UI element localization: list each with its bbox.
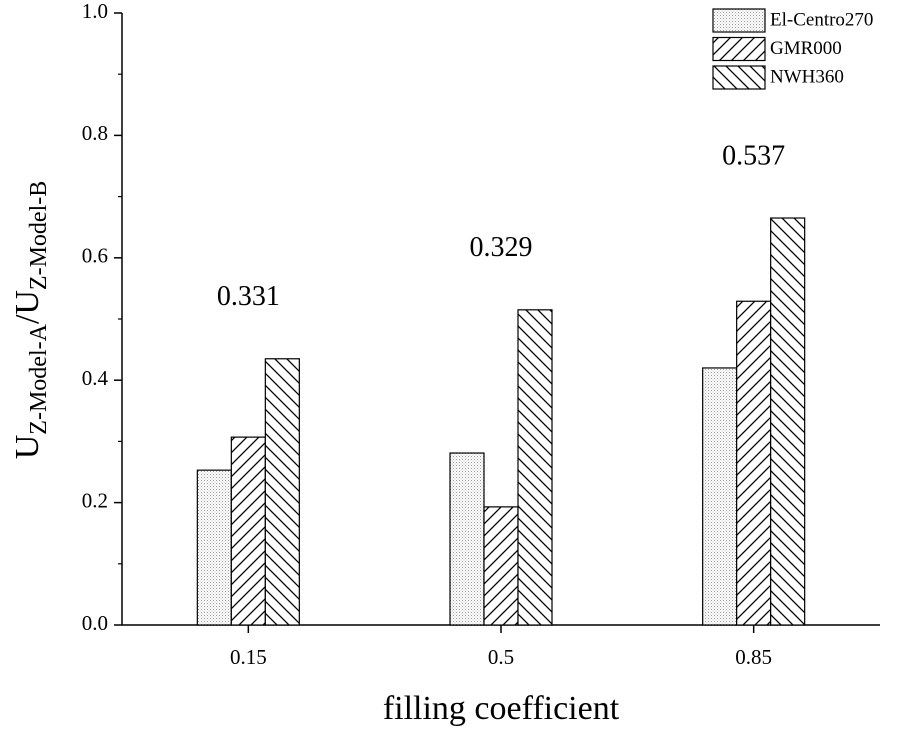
legend-swatch <box>712 65 766 90</box>
bar <box>449 452 485 626</box>
annotation: 0.331 <box>217 281 280 312</box>
y-tick-label: 0.8 <box>82 121 108 145</box>
y-tick-label: 0.4 <box>82 366 109 390</box>
bar <box>483 506 519 626</box>
y-tick-label: 0.2 <box>82 488 108 512</box>
bar <box>517 309 553 626</box>
bar <box>196 469 232 626</box>
x-tick-label: 0.85 <box>735 645 772 669</box>
x-tick-label: 0.15 <box>230 645 267 669</box>
y-tick-label: 1.0 <box>82 0 108 23</box>
legend-label: GMR000 <box>770 38 842 59</box>
bar <box>702 367 738 626</box>
legend-swatch <box>712 8 766 33</box>
legend-swatch <box>712 36 766 62</box>
y-tick-label: 0.6 <box>82 244 108 268</box>
bar <box>264 358 300 626</box>
bar <box>736 300 772 626</box>
y-label-part: U <box>9 435 46 460</box>
bar <box>770 217 806 626</box>
y-axis-label: UZ-Model-A/UZ-Model-B <box>9 181 52 460</box>
x-tick-label: 0.5 <box>488 645 514 669</box>
y-label-subscript: Z-Model-A <box>26 323 52 434</box>
x-axis-label: filling coefficient <box>383 690 620 727</box>
y-tick-label: 0.0 <box>82 611 108 635</box>
y-label-subscript: Z-Model-B <box>26 181 52 290</box>
bar <box>230 436 266 626</box>
annotation: 0.329 <box>470 232 533 263</box>
y-label-part: /U <box>9 290 46 324</box>
annotation: 0.537 <box>722 140 785 171</box>
legend-label: El-Centro270 <box>770 9 873 30</box>
legend-label: NWH360 <box>770 66 844 87</box>
